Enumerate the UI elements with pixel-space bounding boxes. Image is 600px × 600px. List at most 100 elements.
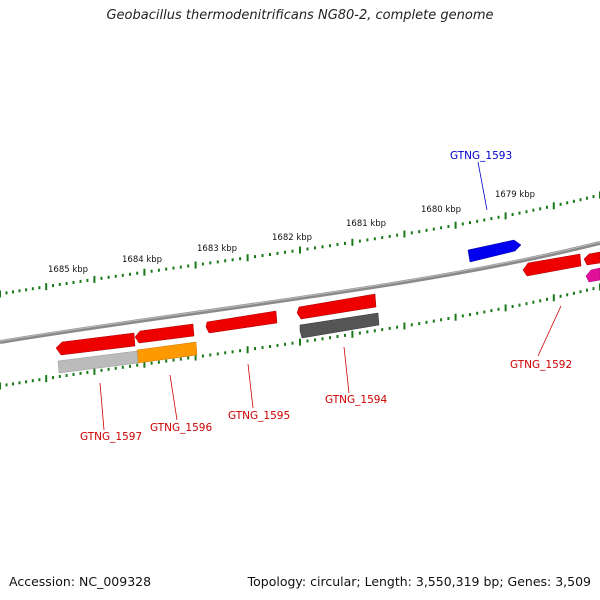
scale-label-1680: 1680 kbp	[421, 205, 461, 215]
scale-major-tick	[299, 338, 301, 346]
gene-arrow-edge-1[interactable]	[583, 251, 600, 266]
scale-minor-tick	[114, 366, 117, 370]
scale-minor-tick	[52, 284, 54, 288]
scale-minor-tick	[12, 382, 14, 386]
scale-minor-tick	[388, 234, 391, 238]
scale-minor-tick	[209, 353, 212, 357]
scale-minor-tick	[5, 383, 8, 387]
scale-minor-tick	[425, 320, 428, 324]
scale-minor-tick	[525, 302, 528, 306]
scale-major-tick	[454, 221, 457, 229]
scale-minor-tick	[172, 266, 175, 270]
scale-minor-tick	[150, 361, 153, 365]
scale-minor-tick	[532, 208, 535, 212]
scale-label-1679: 1679 kbp	[495, 190, 535, 200]
scale-minor-tick	[224, 259, 227, 263]
gene-arrow-edge-2[interactable]	[585, 267, 600, 283]
scale-minor-tick	[38, 378, 41, 382]
scale-minor-tick	[314, 246, 316, 250]
scale-minor-tick	[187, 356, 190, 360]
scale-minor-tick	[86, 278, 89, 282]
scale-major-tick	[552, 294, 555, 302]
scale-major-tick	[351, 330, 354, 338]
scale-minor-tick	[79, 279, 82, 283]
scale-minor-tick	[579, 198, 582, 202]
scale-minor-tick	[231, 258, 234, 262]
scale-minor-tick	[381, 236, 384, 240]
gene-arrow-gtng-1592[interactable]	[522, 253, 582, 277]
scale-minor-tick	[396, 233, 399, 237]
scale-major-tick	[504, 304, 507, 312]
scale-minor-tick	[336, 335, 339, 338]
scale-minor-tick	[396, 325, 399, 329]
gene-arrow-gtng-1597[interactable]	[57, 350, 139, 374]
scale-label-1681: 1681 kbp	[346, 219, 386, 229]
scale-minor-tick	[447, 225, 450, 228]
scale-minor-tick	[329, 244, 331, 248]
gene-arrow-gtng-1593[interactable]	[467, 239, 522, 263]
scale-minor-tick	[172, 358, 175, 362]
scale-major-tick	[351, 238, 354, 246]
scale-major-tick	[143, 268, 146, 276]
scale-minor-tick	[72, 281, 75, 284]
scale-minor-tick	[100, 368, 103, 372]
scale-minor-tick	[381, 328, 384, 332]
scale-minor-tick	[490, 309, 493, 313]
scale-minor-tick	[79, 371, 82, 375]
scale-minor-tick	[306, 247, 309, 251]
scale-major-tick	[0, 382, 1, 390]
scale-label-1684: 1684 kbp	[122, 255, 162, 265]
scale-minor-tick	[284, 342, 286, 346]
scale-minor-tick	[388, 326, 391, 330]
gene-label-gtng-1594[interactable]: GTNG_1594	[325, 394, 387, 406]
scale-major-tick	[454, 313, 457, 321]
scale-minor-tick	[366, 330, 369, 334]
scale-minor-tick	[58, 283, 61, 286]
scale-minor-tick	[469, 313, 471, 317]
scale-minor-tick	[432, 227, 435, 231]
scale-minor-tick	[497, 307, 500, 311]
gene-label-gtng-1596[interactable]: GTNG_1596	[150, 422, 212, 434]
reverse-genes	[55, 251, 600, 374]
scale-minor-tick	[291, 341, 294, 345]
scale-minor-tick	[52, 376, 54, 380]
scale-minor-tick	[410, 231, 413, 235]
scale-minor-tick	[425, 228, 428, 232]
scale-minor-tick	[150, 269, 153, 273]
scale-minor-tick	[254, 347, 256, 351]
gene-label-gtng-1592[interactable]: GTNG_1592	[510, 359, 572, 371]
gene-label-gtng-1593[interactable]: GTNG_1593	[450, 150, 512, 162]
scale-minor-tick	[136, 271, 139, 275]
genome-backbone	[0, 241, 600, 344]
gene-arrow-forward-1[interactable]	[296, 293, 377, 320]
gene-label-gtng-1597[interactable]: GTNG_1597	[80, 431, 142, 443]
scale-minor-tick	[321, 337, 324, 341]
scale-minor-tick	[261, 346, 264, 349]
scale-minor-tick	[344, 333, 346, 337]
scale-minor-tick	[58, 375, 61, 378]
scale-minor-tick	[373, 329, 376, 333]
gene-arrow-reverse-1[interactable]	[55, 332, 136, 356]
scale-minor-tick	[559, 202, 562, 206]
scale-minor-tick	[483, 218, 486, 222]
leader-gtng-1597	[99, 382, 105, 431]
scale-minor-tick	[261, 254, 264, 257]
scale-minor-tick	[209, 261, 212, 265]
scale-minor-tick	[418, 322, 421, 326]
gene-arrow-reverse-2[interactable]	[134, 323, 195, 344]
scale-minor-tick	[592, 287, 595, 291]
scale-minor-tick	[136, 363, 139, 367]
gene-arrow-gtng-1594[interactable]	[299, 312, 380, 339]
scale-minor-tick	[276, 251, 279, 255]
gene-arrow-gtng-1595[interactable]	[205, 310, 278, 334]
scale-minor-tick	[572, 291, 575, 295]
scale-minor-tick	[12, 290, 14, 294]
label-leaders	[99, 161, 562, 431]
leader-gtng-1592	[537, 305, 562, 357]
scale-minor-tick	[65, 374, 68, 377]
scale-minor-tick	[239, 349, 242, 353]
gene-label-gtng-1595[interactable]: GTNG_1595	[228, 410, 290, 422]
scale-minor-tick	[461, 222, 464, 226]
scale-minor-tick	[432, 319, 435, 323]
scale-minor-tick	[572, 199, 575, 203]
